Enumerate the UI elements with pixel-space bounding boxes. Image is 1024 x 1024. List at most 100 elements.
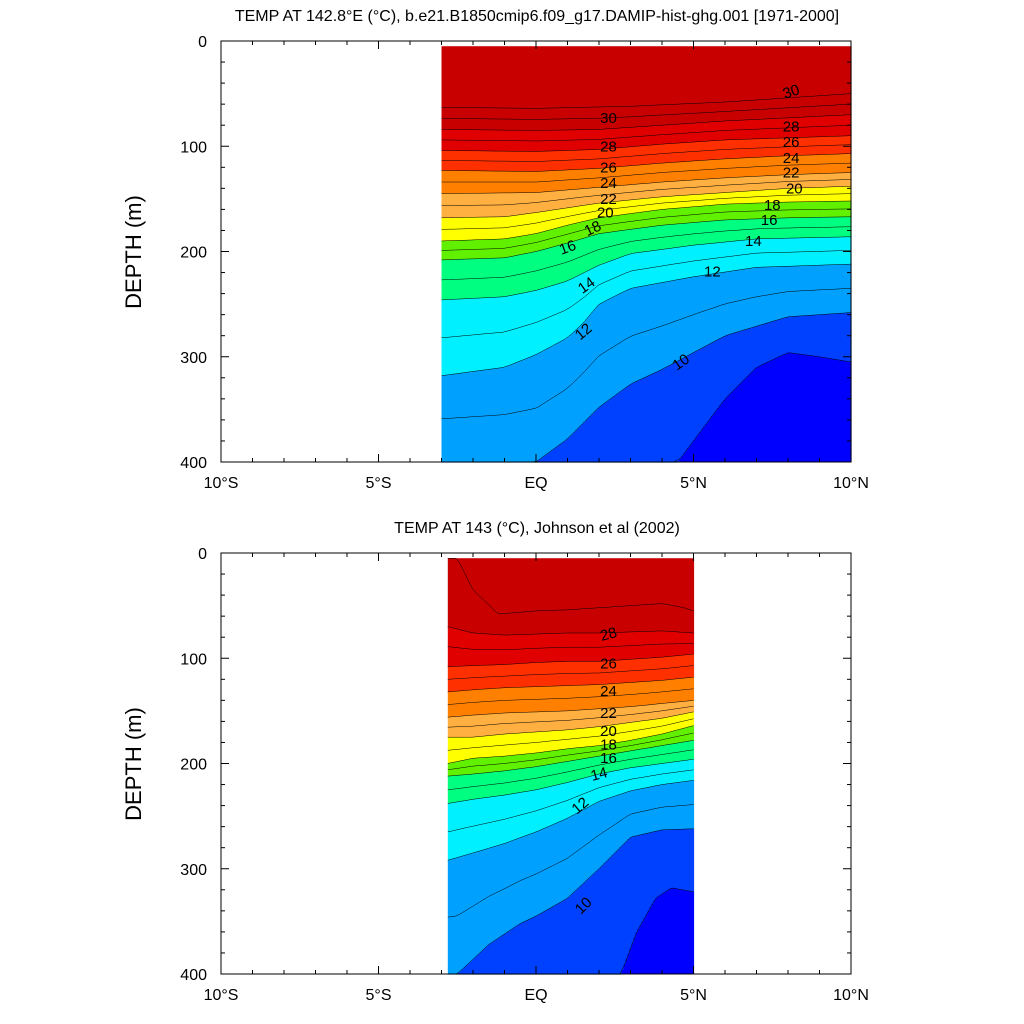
- temperature-band: [591, 187, 594, 205]
- temperature-band: [657, 734, 661, 747]
- temperature-band: [611, 148, 614, 168]
- temperature-band: [557, 445, 560, 463]
- temperature-band: [813, 154, 816, 175]
- temperature-band: [529, 767, 533, 792]
- temperature-band: [479, 689, 483, 716]
- temperature-band: [669, 631, 673, 657]
- temperature-band: [539, 686, 543, 713]
- temperature-band: [661, 182, 664, 198]
- temperature-band: [657, 746, 661, 765]
- temperature-band: [649, 125, 652, 146]
- temperature-band: [505, 151, 509, 172]
- temperature-band: [581, 758, 585, 779]
- temperature-band: [719, 405, 722, 462]
- temperature-band: [543, 558, 547, 612]
- temperature-band: [823, 201, 826, 218]
- temperature-band: [627, 953, 631, 974]
- temperature-band: [609, 683, 613, 709]
- temperature-band: [615, 215, 618, 232]
- temperature-band: [485, 150, 489, 172]
- temperature-band: [507, 931, 511, 975]
- temperature-band: [481, 757, 485, 774]
- temperature-band: [635, 706, 639, 723]
- temperature-band: [609, 660, 613, 685]
- temperature-band: [735, 387, 738, 462]
- temperature-band: [583, 421, 586, 463]
- temperature-band: [523, 687, 527, 713]
- temperature-band: [515, 769, 519, 794]
- temperature-band: [583, 608, 587, 634]
- temperature-band: [729, 101, 732, 122]
- temperature-band: [597, 407, 600, 463]
- temperature-band: [533, 151, 536, 173]
- temperature-band: [735, 191, 738, 205]
- temperature-band: [847, 172, 850, 187]
- temperature-band: [451, 170, 455, 195]
- temperature-band: [475, 798, 479, 853]
- temperature-band: [549, 751, 553, 765]
- temperature-band: [447, 737, 451, 764]
- temperature-band: [523, 836, 527, 922]
- temperature-band: [511, 687, 515, 714]
- temperature-band: [605, 684, 609, 709]
- temperature-band: [745, 329, 748, 379]
- temperature-band: [499, 558, 503, 615]
- temperature-band: [475, 129, 479, 152]
- temperature-band: [707, 160, 710, 180]
- contour-line: [447, 676, 694, 693]
- temperature-band: [563, 761, 567, 784]
- temperature-band: [505, 366, 509, 463]
- temperature-band: [449, 691, 453, 718]
- temperature-band: [823, 237, 826, 266]
- temperature-band: [469, 715, 473, 738]
- temperature-band: [615, 201, 618, 217]
- temperature-band: [497, 239, 501, 259]
- temperature-band: [799, 117, 802, 139]
- temperature-band: [457, 373, 461, 463]
- temperature-band: [675, 678, 679, 703]
- temperature-band: [509, 613, 513, 636]
- temperature-band: [715, 193, 718, 206]
- temperature-band: [601, 607, 605, 634]
- temperature-band: [495, 664, 499, 689]
- temperature-band: [505, 192, 509, 218]
- temperature-band: [447, 666, 451, 693]
- temperature-band: [593, 632, 597, 663]
- temperature-band: [831, 154, 834, 174]
- temperature-band: [753, 176, 756, 192]
- temperature-band: [627, 751, 631, 769]
- temperature-band: [751, 267, 754, 329]
- temperature-band: [463, 558, 467, 574]
- temperature-band: [595, 234, 598, 268]
- temperature-band: [473, 689, 477, 716]
- temperature-band: [589, 46, 592, 108]
- temperature-band: [667, 248, 670, 282]
- temperature-band: [507, 634, 511, 665]
- temperature-band: [581, 238, 584, 275]
- temperature-band: [501, 192, 505, 218]
- temperature-band: [459, 775, 463, 802]
- temperature-band: [771, 202, 774, 219]
- temperature-band: [815, 265, 818, 316]
- temperature-band: [849, 361, 852, 462]
- temperature-band: [661, 763, 665, 786]
- temperature-band: [557, 749, 561, 764]
- temperature-band: [565, 190, 568, 209]
- temperature-band: [751, 327, 754, 373]
- temperature-band: [507, 295, 511, 367]
- temperature-band: [721, 402, 724, 462]
- temperature-band: [541, 231, 544, 251]
- temperature-band: [683, 632, 687, 656]
- temperature-band: [809, 96, 812, 118]
- contour-line: [447, 700, 694, 718]
- temperature-band: [699, 194, 702, 207]
- temperature-band: [655, 144, 658, 165]
- temperature-band: [809, 173, 812, 189]
- temperature-band: [543, 686, 547, 713]
- temperature-band: [619, 723, 623, 743]
- temperature-band: [631, 739, 635, 752]
- temperature-band: [449, 193, 453, 219]
- temperature-band: [779, 156, 782, 176]
- temperature-band: [683, 180, 686, 196]
- temperature-band: [723, 399, 726, 462]
